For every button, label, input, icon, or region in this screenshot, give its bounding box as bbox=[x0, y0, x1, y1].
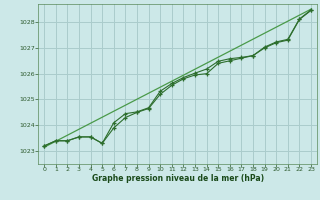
X-axis label: Graphe pression niveau de la mer (hPa): Graphe pression niveau de la mer (hPa) bbox=[92, 174, 264, 183]
